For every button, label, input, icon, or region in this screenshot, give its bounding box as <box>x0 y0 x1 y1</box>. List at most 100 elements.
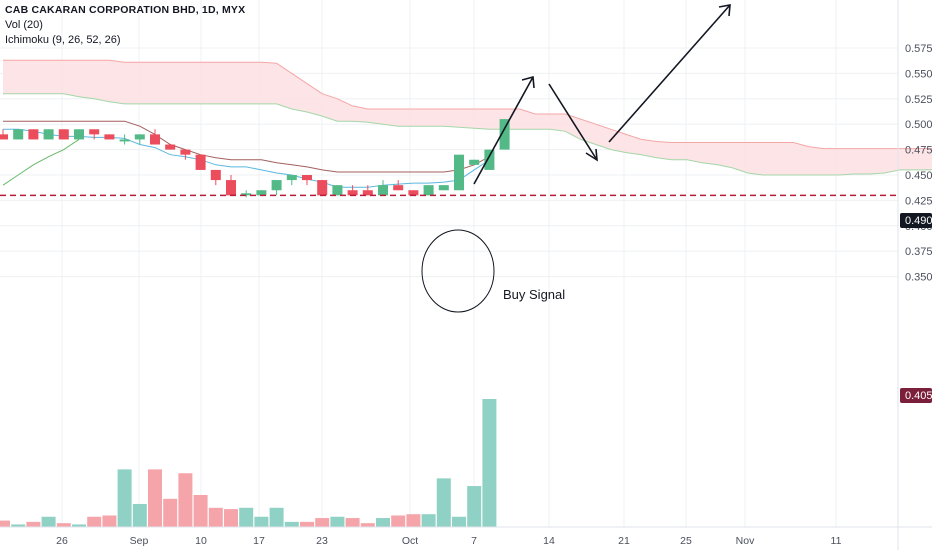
candle-30 <box>454 154 464 191</box>
price-tick-2: 0.525 <box>905 94 932 106</box>
volume-bar-5 <box>72 524 86 527</box>
candle-22 <box>332 185 343 196</box>
candle-25 <box>378 180 388 196</box>
drawings[interactable]: Buy Signal <box>421 4 731 313</box>
time-tick-4: 23 <box>316 535 328 547</box>
candle-11 <box>165 144 176 150</box>
candle-body-9 <box>134 134 145 140</box>
volume-bar-19 <box>284 521 299 527</box>
volume-bar-11 <box>163 498 178 527</box>
candle-body-28 <box>423 185 434 196</box>
volume-indicator-label[interactable]: Vol (20) <box>5 19 43 31</box>
candle-body-2 <box>28 129 39 140</box>
arrow-up-2[interactable] <box>608 4 731 143</box>
candle-27 <box>408 190 419 196</box>
time-tick-2: 10 <box>195 535 207 547</box>
candle-body-4 <box>58 129 69 140</box>
candle-6 <box>89 129 100 140</box>
candle-body-15 <box>226 180 236 196</box>
candle-23 <box>347 185 358 196</box>
lagging-span <box>2 138 80 186</box>
candle-3 <box>43 129 54 140</box>
volume-bar-23 <box>345 518 360 527</box>
candle-body-25 <box>378 185 388 196</box>
candle-body-11 <box>165 144 176 150</box>
volume-bar-32 <box>482 399 497 527</box>
price-tick-6: 0.425 <box>905 195 932 207</box>
volume-bar-2 <box>26 521 41 527</box>
candle-17 <box>256 190 267 196</box>
candle-body-14 <box>210 169 221 181</box>
volume-bar-25 <box>376 518 390 527</box>
volume-bar-29 <box>436 478 451 527</box>
volume-bar-28 <box>421 514 436 527</box>
volume-bar-20 <box>300 521 314 527</box>
candle-13 <box>195 154 206 170</box>
candle-0 <box>0 129 8 140</box>
candle-31 <box>469 159 480 165</box>
base-line <box>3 120 490 173</box>
grid <box>0 0 898 527</box>
volume-tag: 0.405 <box>900 388 932 403</box>
candle-body-16 <box>241 193 252 196</box>
candle-body-30 <box>454 154 464 191</box>
candle-33 <box>499 119 510 150</box>
candle-body-18 <box>271 180 282 191</box>
candle-29 <box>438 185 449 191</box>
candle-16 <box>241 190 252 198</box>
candle-21 <box>317 180 328 196</box>
buy-signal-circle[interactable] <box>421 229 495 313</box>
candle-body-10 <box>150 134 160 145</box>
volume-bar-31 <box>467 486 482 527</box>
candle-8 <box>119 134 130 145</box>
time-axis[interactable]: 26 Sep 10 17 23 Oct 7 14 21 25 Nov 11 <box>0 526 932 547</box>
candle-body-3 <box>43 129 54 140</box>
candle-body-24 <box>362 190 373 196</box>
candle-19 <box>286 175 297 186</box>
candle-7 <box>104 134 115 140</box>
candle-26 <box>393 180 404 191</box>
volume-bar-7 <box>102 515 117 527</box>
conversion-line <box>3 128 490 188</box>
candle-15 <box>226 175 236 196</box>
arrow-down[interactable] <box>548 83 598 162</box>
time-tick-10: Nov <box>736 535 755 547</box>
leading-span-b <box>3 59 932 150</box>
candle-body-17 <box>256 190 267 196</box>
axis-labels: 0.490 0.405 <box>900 213 932 403</box>
candle-body-19 <box>286 175 297 181</box>
candle-body-29 <box>438 185 449 191</box>
volume-bar-12 <box>178 473 193 527</box>
candle-body-6 <box>89 129 100 135</box>
time-tick-6: 7 <box>471 535 477 547</box>
time-tick-11: 11 <box>831 535 842 547</box>
candle-body-0 <box>0 134 8 140</box>
volume-bar-4 <box>56 523 71 527</box>
volume-bar-0 <box>0 520 10 527</box>
volume-bar-24 <box>360 523 375 527</box>
volume-bar-3 <box>41 516 56 527</box>
time-tick-5: Oct <box>402 535 418 547</box>
volume-value-label: 0.405 <box>905 390 932 402</box>
candle-32 <box>484 149 495 170</box>
volume-bar-22 <box>330 516 345 527</box>
candle-24 <box>362 185 373 196</box>
candle-body-12 <box>180 149 191 155</box>
price-axis[interactable]: 0.5750.5500.5250.5000.4750.4500.4250.400… <box>897 0 932 550</box>
candle-body-8 <box>119 139 130 142</box>
volume-bar-9 <box>132 503 147 527</box>
candle-body-26 <box>393 185 404 191</box>
candle-9 <box>134 134 145 145</box>
volume-bar-8 <box>117 469 132 527</box>
cloud-fill <box>3 60 932 175</box>
candle-12 <box>180 149 191 160</box>
price-tick-3: 0.500 <box>905 119 932 131</box>
arrow-up-1[interactable] <box>473 75 535 185</box>
ichimoku-indicator-label[interactable]: Ichimoku (9, 26, 52, 26) <box>5 34 121 46</box>
candle-body-1 <box>13 129 24 140</box>
volume-bar-1 <box>11 524 26 527</box>
candle-body-31 <box>469 159 480 165</box>
symbol-title[interactable]: CAB CAKARAN CORPORATION BHD, 1D, MYX <box>5 4 246 16</box>
